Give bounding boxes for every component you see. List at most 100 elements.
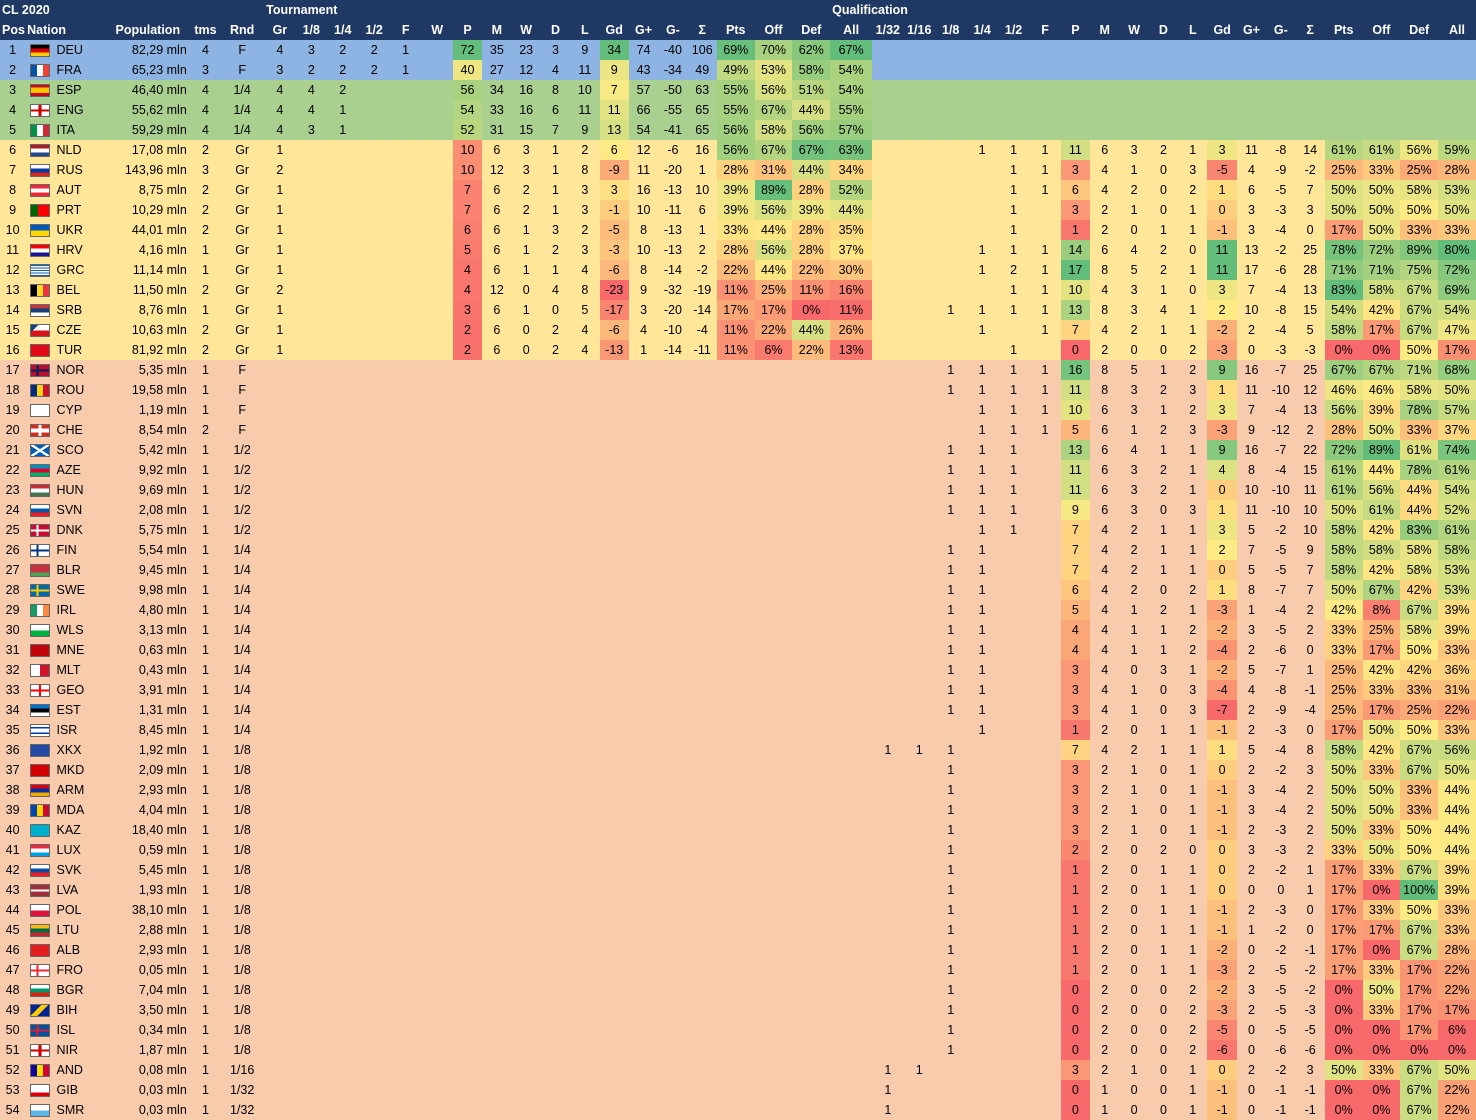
tournament-stat-cell bbox=[512, 520, 541, 540]
tournament-stat-cell bbox=[792, 620, 830, 640]
tournament-round-cell bbox=[327, 1020, 358, 1040]
position-cell: 30 bbox=[5, 623, 20, 637]
qualification-stat-cell: -2 bbox=[1304, 163, 1316, 177]
population-cell: 1,87 mln bbox=[138, 1043, 187, 1057]
qualification-stat-cell: 58% bbox=[1400, 380, 1439, 400]
column-header: G+ bbox=[628, 20, 659, 40]
tournament-round-cell bbox=[327, 220, 358, 240]
tournament-stat-cell bbox=[658, 400, 687, 420]
qualification-stat-cell: 67% bbox=[1400, 320, 1439, 340]
qualification-stat-cell bbox=[1061, 100, 1090, 120]
qualification-stat-cell: 33% bbox=[1362, 1060, 1401, 1080]
qualification-round-cell: 1 bbox=[947, 383, 955, 397]
tournament-round-cell bbox=[390, 940, 421, 960]
qualification-round-cell bbox=[904, 380, 935, 400]
tournament-round-cell bbox=[296, 760, 327, 780]
tournament-round-cell bbox=[358, 880, 389, 900]
nation-cell: NOR bbox=[56, 363, 85, 377]
tournament-stat-cell bbox=[830, 600, 872, 620]
tournament-round-cell: 2 bbox=[339, 43, 347, 57]
qualification-stat-cell: 4 bbox=[1101, 163, 1109, 177]
qualification-round-cell: 1 bbox=[1041, 383, 1049, 397]
position-cell: 10 bbox=[5, 223, 20, 237]
tournament-stat-cell bbox=[658, 360, 687, 380]
tournament-stat-cell: 6 bbox=[599, 140, 629, 160]
tournament-stat-cell bbox=[541, 440, 570, 460]
qualification-stat-cell: 33% bbox=[1400, 780, 1439, 800]
qualification-stat-cell: -1 bbox=[1207, 1080, 1237, 1100]
qualification-round-cell bbox=[966, 920, 997, 940]
swe-flag-icon bbox=[29, 584, 50, 598]
tournament-stat-cell bbox=[688, 480, 717, 500]
qualification-stat-cell: 0% bbox=[1324, 340, 1363, 360]
tournament-stat-cell bbox=[629, 980, 658, 1000]
qualification-round-cell bbox=[904, 800, 935, 820]
teams-cell: 1 bbox=[201, 363, 209, 377]
qualification-stat-cell: 0 bbox=[1207, 480, 1237, 500]
qualification-stat-cell: 61% bbox=[1438, 520, 1476, 540]
tournament-stat-cell: 3 bbox=[581, 243, 589, 257]
tournament-stat-cell: 52 bbox=[452, 120, 483, 140]
tournament-stat-cell bbox=[688, 1020, 717, 1040]
position-cell: 14 bbox=[5, 303, 20, 317]
tournament-round-cell bbox=[421, 460, 452, 480]
tournament-round-cell bbox=[390, 720, 421, 740]
tournament-stat-cell bbox=[717, 660, 755, 680]
qualification-round-cell bbox=[1029, 1000, 1060, 1020]
tournament-round-cell bbox=[421, 660, 452, 680]
qualification-round-cell: 1 bbox=[947, 703, 955, 717]
qualification-stat-cell: 3 bbox=[1207, 400, 1237, 420]
tournament-round-cell bbox=[327, 760, 358, 780]
qualification-stat-cell: 0 bbox=[1159, 343, 1167, 357]
tournament-stat-cell bbox=[512, 580, 541, 600]
hun-flag-icon bbox=[29, 484, 50, 498]
est-flag-icon bbox=[29, 704, 50, 718]
qualification-stat-cell: 69% bbox=[1438, 280, 1476, 300]
tournament-stat-cell bbox=[658, 960, 687, 980]
tournament-round-cell bbox=[390, 860, 421, 880]
qualification-round-cell bbox=[998, 120, 1029, 140]
flag-cell bbox=[25, 600, 54, 620]
tournament-round-cell bbox=[390, 340, 421, 360]
tournament-stat-cell: 6 bbox=[493, 263, 501, 277]
tournament-stat-cell bbox=[792, 780, 830, 800]
tournament-stat-cell bbox=[482, 1080, 511, 1100]
qualification-round-cell bbox=[872, 800, 903, 820]
qualification-stat-cell: 1 bbox=[1130, 203, 1138, 217]
qualification-stat-cell: 0 bbox=[1207, 880, 1237, 900]
tournament-stat-cell: 4 bbox=[581, 343, 589, 357]
position-cell: 51 bbox=[5, 1043, 20, 1057]
qualification-round-cell bbox=[872, 680, 903, 700]
qualification-stat-cell: 0% bbox=[1362, 940, 1401, 960]
qualification-round-cell: 1 bbox=[978, 463, 986, 477]
tournament-round-cell bbox=[296, 300, 327, 320]
tournament-round-cell bbox=[264, 520, 295, 540]
tournament-round-cell bbox=[327, 160, 358, 180]
che-flag-icon bbox=[29, 424, 50, 438]
qualification-stat-cell: 0 bbox=[1130, 1103, 1138, 1117]
qualification-stat-cell: 0 bbox=[1189, 283, 1197, 297]
qualification-stat-cell: 0 bbox=[1159, 1063, 1167, 1077]
position-cell: 25 bbox=[5, 523, 20, 537]
tournament-round-cell bbox=[421, 400, 452, 420]
qualification-stat-cell: 0 bbox=[1159, 803, 1167, 817]
teams-cell: 1 bbox=[201, 763, 209, 777]
tournament-stat-cell bbox=[600, 1100, 629, 1120]
tournament-stat-cell: 1 bbox=[522, 243, 530, 257]
qualification-round-cell bbox=[935, 160, 966, 180]
qualification-round-cell bbox=[872, 1000, 903, 1020]
tournament-stat-cell: 11% bbox=[830, 300, 873, 320]
tournament-round-cell bbox=[421, 380, 452, 400]
tournament-stat-cell: 70% bbox=[754, 40, 793, 60]
tournament-stat-cell bbox=[717, 700, 755, 720]
tournament-stat-cell: 12 bbox=[519, 63, 534, 77]
qualification-stat-cell: 25% bbox=[1362, 620, 1401, 640]
qualification-stat-cell: -3 bbox=[1275, 203, 1287, 217]
tournament-stat-cell: 2 bbox=[581, 143, 589, 157]
qualification-round-cell: 1 bbox=[947, 443, 955, 457]
tournament-stat-cell bbox=[717, 420, 755, 440]
tournament-round-cell bbox=[358, 1080, 389, 1100]
table-row: 15 CZE 10,63 mln 2 Gr 1 2 6 0 2 4 -6 4 -10 -4 11% 22% 44%… bbox=[0, 320, 1476, 340]
qualification-stat-cell: 0 bbox=[1060, 1020, 1091, 1040]
teams-cell: 4 bbox=[201, 43, 209, 57]
